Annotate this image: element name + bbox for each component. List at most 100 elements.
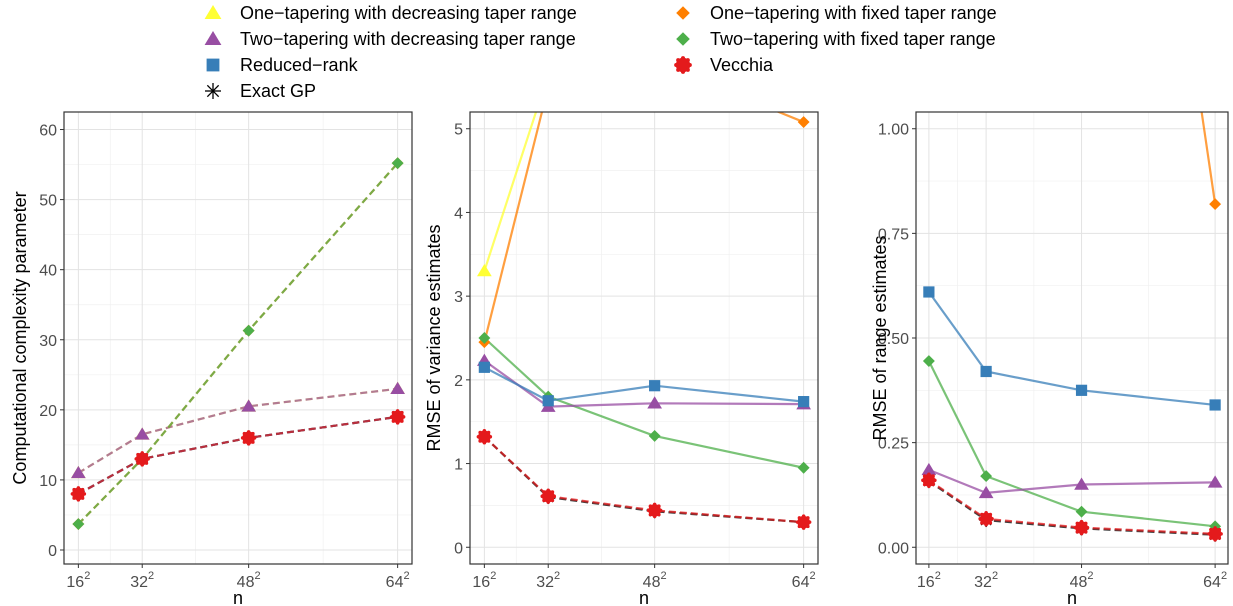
point-two_dec-3 — [241, 399, 256, 412]
point-rr-3 — [1075, 384, 1088, 396]
x-tick-label: 322 — [130, 570, 154, 591]
legend-marker-two_dec — [204, 31, 222, 45]
x-tick-label: 322 — [536, 570, 560, 591]
x-tick-label: 482 — [237, 570, 261, 591]
point-two_fix-4 — [797, 461, 810, 474]
x-tick-label: 642 — [386, 570, 410, 591]
x-tick-label: 162 — [472, 570, 496, 591]
point-one_fix-4 — [797, 116, 810, 128]
x-tick-label: 482 — [1070, 570, 1094, 591]
point-vecchia-4 — [1207, 526, 1223, 542]
legend-item-two_fix: Two−tapering with fixed taper range — [670, 28, 996, 50]
panel-border — [63, 111, 413, 565]
point-rr-3 — [649, 380, 661, 392]
point-rr-2 — [542, 395, 554, 407]
legend-label-two_fix: Two−tapering with fixed taper range — [710, 28, 996, 49]
legend-marker-vecchia — [674, 56, 692, 74]
legend-item-one_dec: One−tapering with decreasing taper range — [200, 2, 577, 24]
point-two_fix-1 — [922, 355, 935, 367]
legend-symbol-one_dec — [204, 5, 222, 19]
series-line-one_fix — [483, 112, 805, 343]
x-axis-label: n — [233, 588, 243, 606]
x-tick-label: 322 — [974, 570, 998, 591]
point-vecchia-1 — [70, 486, 87, 502]
legend-item-two_dec: Two−tapering with decreasing taper range — [200, 28, 576, 50]
y-tick-label: 4 — [454, 205, 463, 222]
point-vecchia-2 — [540, 488, 556, 504]
point-two_fix-3 — [1075, 505, 1088, 518]
point-one_dec-1 — [477, 264, 492, 277]
point-two_fix-2 — [980, 470, 993, 483]
panel-2: 0 1 2 3 4 5 162 322 482 642 n RMSE of variance esti… — [424, 56, 819, 606]
y-tick-label: 60 — [39, 123, 57, 140]
series-line-two_fix — [483, 337, 804, 469]
point-rr-4 — [798, 396, 810, 408]
y-tick-label: 0 — [48, 543, 57, 560]
legend: One−tapering with decreasing taper range… — [200, 2, 1100, 106]
legend-label-one_dec: One−tapering with decreasing taper range — [240, 2, 577, 23]
legend-label-rr: Reduced−rank — [240, 54, 358, 75]
legend-label-one_fix: One−tapering with fixed taper range — [710, 2, 997, 23]
series-line-rr — [927, 291, 1216, 407]
series-line-rr — [483, 366, 804, 403]
panel-3: 0.00 0.25 0.50 0.75 1.00 162 322 482 642 n RMSE of… — [870, 111, 1229, 606]
legend-symbol-two_fix — [676, 32, 690, 46]
point-vecchia-3 — [1073, 519, 1090, 536]
x-tick-label: 482 — [643, 570, 667, 591]
y-tick-label: 5 — [454, 122, 463, 139]
panel-1: 0 10 20 30 40 50 60 162 322 482 642 n Computational … — [10, 111, 413, 606]
x-tick-label: 642 — [792, 570, 816, 591]
y-tick-label: 20 — [39, 403, 57, 420]
y-tick-label: 0.25 — [878, 436, 909, 453]
y-tick-label: 40 — [39, 263, 57, 280]
point-two_dec-4 — [390, 381, 405, 395]
point-one_fix-2 — [542, 81, 554, 93]
y-tick-label: 10 — [39, 473, 57, 490]
legend-item-vecchia: Vecchia — [670, 54, 773, 76]
plot-area — [64, 112, 412, 564]
point-two_dec-1 — [71, 465, 86, 479]
point-two_dec-2 — [978, 485, 994, 499]
legend-symbol-rr — [206, 58, 220, 72]
y-tick-label: 30 — [39, 333, 57, 350]
series-line-vecchia — [483, 435, 804, 524]
point-one_fix-3 — [649, 56, 661, 68]
legend-item-exact: Exact GP — [200, 80, 316, 102]
point-vecchia-1 — [921, 472, 937, 489]
y-axis-label: RMSE of variance estimates — [424, 224, 444, 451]
y-tick-label: 0.50 — [878, 331, 909, 348]
point-one_dec-2 — [541, 67, 556, 79]
series-group — [476, 56, 812, 530]
point-two_dec-1 — [921, 462, 937, 476]
series-line-two_fix — [927, 360, 1216, 528]
point-two_dec-3 — [647, 396, 662, 409]
point-vecchia-3 — [646, 502, 663, 519]
point-rr-1 — [478, 361, 490, 373]
series-line-vecchia — [77, 415, 398, 495]
point-two_fix-1 — [72, 518, 85, 531]
point-one_fix-4 — [1209, 198, 1222, 211]
legend-label-exact: Exact GP — [240, 80, 317, 101]
legend-marker-exact — [205, 83, 221, 99]
legend-label-vecchia: Vecchia — [710, 54, 774, 75]
point-two_dec-3 — [1074, 477, 1089, 490]
y-tick-label: 1.00 — [878, 122, 909, 139]
series-line-two_dec — [928, 468, 1216, 494]
legend-symbol-exact — [205, 83, 221, 99]
point-two_fix-3 — [648, 429, 661, 442]
legend-marker-one_dec — [204, 5, 222, 19]
y-tick-label: 3 — [454, 289, 463, 306]
y-axis-label: Computational complexity parameter — [10, 191, 30, 484]
point-two_dec-4 — [1207, 475, 1223, 488]
point-vecchia-2 — [978, 511, 994, 527]
series-group — [70, 157, 406, 531]
grid — [916, 112, 1228, 564]
y-tick-label: 0.75 — [878, 226, 909, 243]
point-rr-4 — [1209, 399, 1221, 411]
y-tick-label: 0.00 — [878, 540, 909, 557]
x-axis-label: n — [639, 588, 649, 606]
point-vecchia-2 — [134, 451, 150, 467]
point-vecchia-1 — [476, 429, 493, 445]
legend-marker-rr — [206, 58, 220, 72]
